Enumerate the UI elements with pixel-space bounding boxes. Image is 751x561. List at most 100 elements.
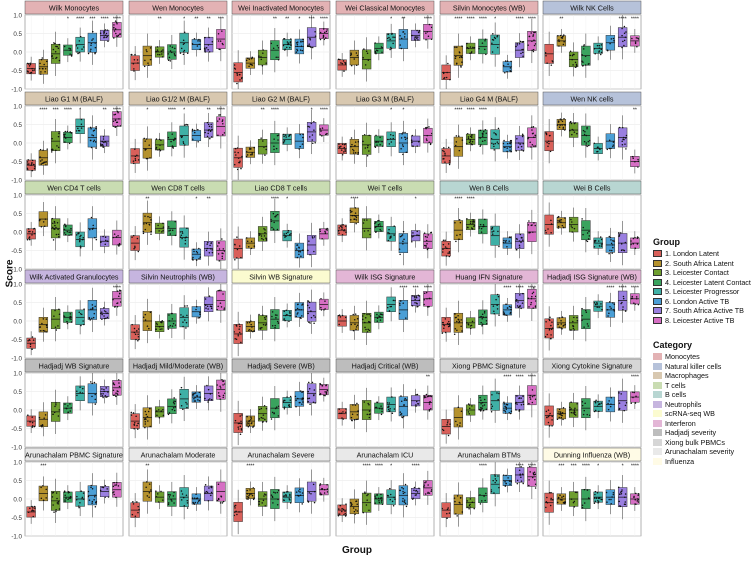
- data-point: [222, 384, 224, 386]
- data-point: [137, 336, 140, 338]
- data-point: [136, 329, 138, 332]
- data-point: [634, 499, 637, 501]
- data-point: [218, 114, 220, 116]
- data-point: [479, 410, 482, 412]
- panel-strip: [542, 180, 642, 195]
- data-point: [182, 43, 185, 45]
- data-point: [135, 415, 137, 418]
- data-point: [69, 316, 71, 319]
- data-point: [461, 61, 463, 63]
- data-point: [51, 54, 54, 57]
- data-point: [194, 396, 196, 399]
- data-point: [510, 410, 513, 412]
- data-point: [355, 216, 358, 219]
- data-point: [569, 120, 572, 123]
- data-point: [235, 510, 237, 512]
- data-point: [350, 502, 353, 504]
- data-point: [191, 43, 194, 45]
- data-point: [467, 403, 470, 405]
- data-point: [300, 390, 302, 392]
- data-point: [70, 55, 73, 57]
- data-point: [576, 491, 578, 494]
- data-point: [245, 155, 248, 158]
- data-point: [402, 302, 404, 304]
- data-point: [430, 489, 433, 491]
- data-point: [594, 500, 597, 502]
- data-point: [284, 49, 286, 51]
- data-point: [390, 46, 392, 49]
- data-point: [630, 297, 633, 300]
- data-point: [621, 489, 623, 491]
- data-point: [284, 236, 286, 238]
- data-point: [418, 141, 420, 143]
- data-point: [368, 416, 371, 419]
- data-point: [115, 496, 117, 499]
- data-point: [219, 387, 222, 389]
- data-point: [548, 425, 551, 427]
- legend-swatch: [653, 410, 662, 418]
- data-point: [584, 64, 587, 66]
- data-point: [404, 483, 407, 486]
- data-point: [117, 234, 119, 237]
- y-tick-label: -0.5: [11, 337, 22, 344]
- data-point: [149, 407, 151, 409]
- data-point: [376, 317, 379, 319]
- data-point: [198, 499, 201, 502]
- data-point: [53, 42, 55, 44]
- data-point: [354, 404, 357, 406]
- data-point: [378, 501, 381, 504]
- data-point: [618, 231, 620, 234]
- significance-label: *: [298, 17, 300, 23]
- data-point: [319, 382, 321, 385]
- data-point: [418, 299, 421, 302]
- data-point: [588, 230, 590, 233]
- data-point: [157, 149, 159, 151]
- data-point: [239, 79, 241, 81]
- data-point: [283, 310, 285, 313]
- data-point: [324, 394, 326, 397]
- data-point: [392, 36, 394, 38]
- data-point: [339, 412, 341, 415]
- data-point: [619, 493, 621, 496]
- data-point: [442, 251, 444, 253]
- data-point: [301, 49, 304, 52]
- data-point: [239, 325, 241, 328]
- data-point: [427, 484, 429, 486]
- data-point: [299, 401, 301, 404]
- data-point: [264, 154, 266, 156]
- y-tick-label: 0.5: [13, 211, 22, 218]
- data-point: [610, 242, 613, 245]
- data-point: [290, 38, 292, 40]
- data-point: [621, 249, 623, 251]
- legend-swatch: [653, 307, 662, 315]
- data-point: [497, 295, 500, 298]
- data-point: [52, 491, 55, 494]
- data-point: [250, 493, 253, 495]
- significance-label: ****: [479, 17, 487, 23]
- data-point: [342, 418, 345, 420]
- data-point: [146, 495, 149, 497]
- data-point: [531, 292, 534, 295]
- data-point: [42, 149, 44, 151]
- data-point: [169, 45, 171, 47]
- data-point: [58, 43, 61, 46]
- data-point: [550, 64, 553, 66]
- data-point: [29, 339, 31, 342]
- data-point: [106, 488, 108, 490]
- significance-label: **: [158, 17, 162, 23]
- data-point: [275, 56, 277, 59]
- data-point: [149, 216, 151, 219]
- data-point: [467, 137, 470, 140]
- data-point: [404, 131, 406, 134]
- data-point: [247, 496, 250, 498]
- data-point: [506, 403, 509, 406]
- data-point: [180, 405, 183, 407]
- data-point: [264, 324, 267, 326]
- data-point: [413, 295, 416, 298]
- data-point: [94, 51, 96, 54]
- data-point: [455, 141, 458, 143]
- data-point: [321, 135, 323, 137]
- data-point: [400, 137, 403, 139]
- data-point: [570, 401, 572, 403]
- data-point: [491, 228, 493, 230]
